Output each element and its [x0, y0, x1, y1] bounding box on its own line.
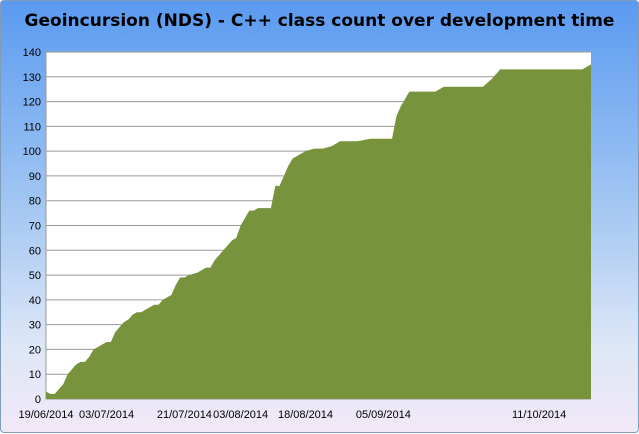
y-tick-label: 30 — [29, 320, 41, 332]
x-tick-label: 19/06/2014 — [18, 409, 73, 421]
y-tick-label: 0 — [35, 394, 41, 406]
y-tick-label: 80 — [29, 196, 41, 208]
x-tick-label: 18/08/2014 — [278, 409, 333, 421]
x-tick-label: 11/10/2014 — [512, 409, 566, 421]
y-tick-label: 50 — [29, 270, 41, 282]
y-tick-label: 20 — [29, 344, 41, 356]
x-tick-label: 21/07/2014 — [157, 409, 212, 421]
y-tick-label: 60 — [29, 245, 41, 257]
x-axis-labels: 19/06/2014 03/07/2014 21/07/2014 03/08/2014… — [18, 409, 566, 421]
y-tick-label: 110 — [23, 121, 41, 133]
y-tick-label: 90 — [29, 171, 41, 183]
data-area-series — [46, 64, 591, 399]
y-tick-label: 40 — [29, 295, 41, 307]
x-tick-label: 03/08/2014 — [213, 409, 268, 421]
chart-title: Geoincursion (NDS) - C++ class count ove… — [24, 11, 615, 31]
y-tick-label: 100 — [23, 146, 41, 158]
y-tick-label: 140 — [23, 47, 41, 59]
y-tick-label: 10 — [29, 369, 41, 381]
y-tick-label: 70 — [29, 221, 41, 233]
y-tick-label: 130 — [23, 72, 41, 84]
x-tick-label: 03/07/2014 — [79, 409, 134, 421]
y-tick-label: 120 — [23, 97, 41, 109]
y-axis-labels: 0 10 20 30 40 50 60 70 80 90 100 110 120 130 140 — [23, 47, 41, 406]
x-tick-label: 05/09/2014 — [356, 409, 411, 421]
